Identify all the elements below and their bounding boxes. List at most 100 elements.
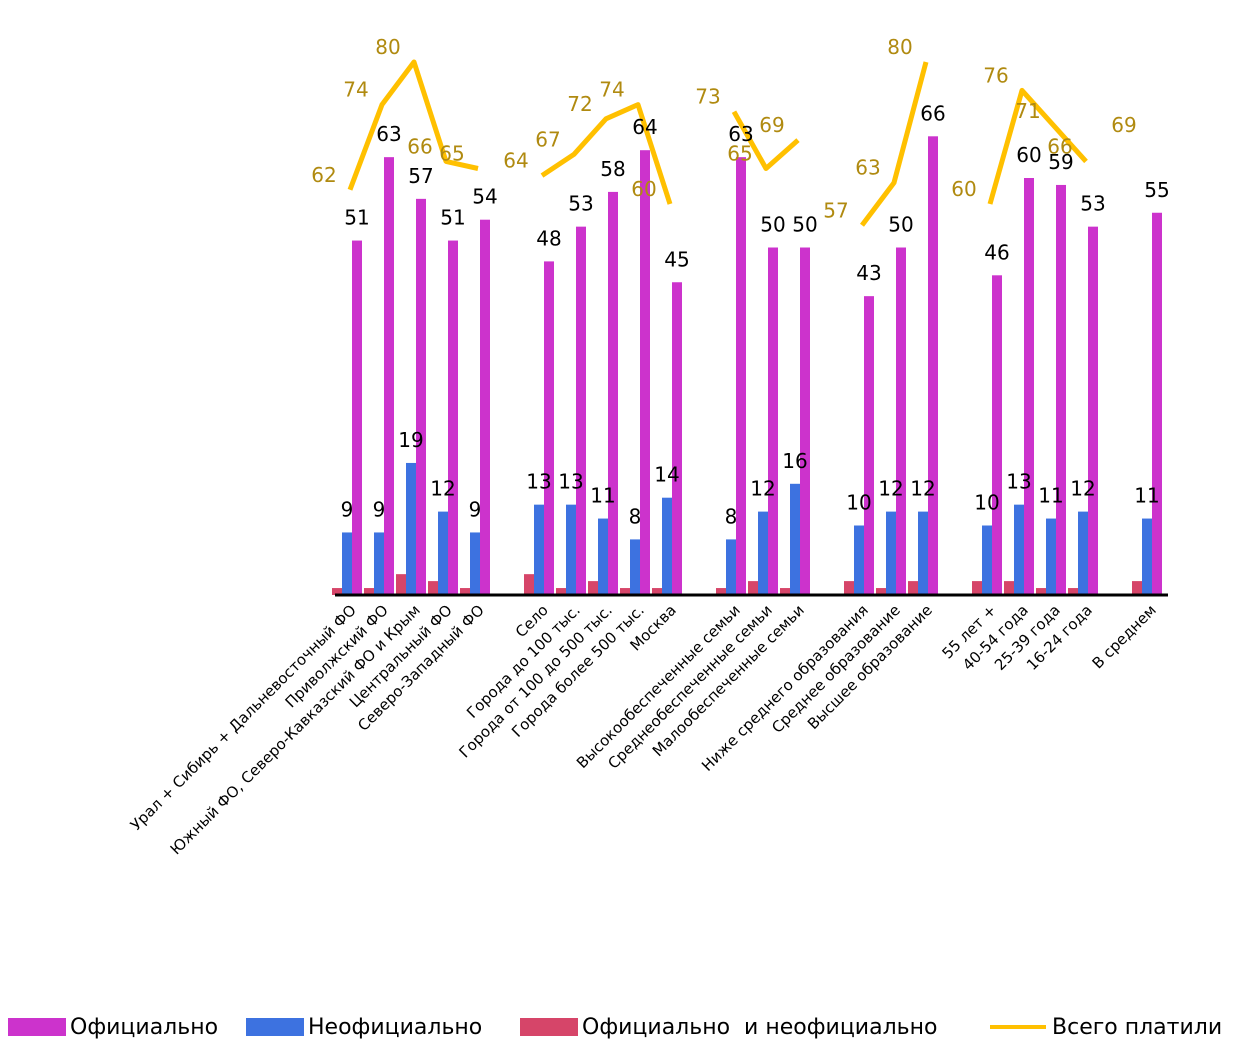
unofficial-bar xyxy=(662,497,672,595)
unofficial-bar xyxy=(854,525,864,595)
total-value-label: 76 xyxy=(983,63,1008,87)
total-value-label: 64 xyxy=(503,149,528,173)
legend-swatch-both xyxy=(520,1018,578,1036)
official-bar xyxy=(448,240,458,596)
both-bar xyxy=(972,581,982,595)
official-value-label: 55 xyxy=(1144,178,1169,202)
unofficial-bar xyxy=(566,504,576,595)
total-line-segment xyxy=(731,110,800,171)
official-bar xyxy=(544,261,554,595)
official-bar xyxy=(896,247,906,595)
x-tick-label: Высшее образование xyxy=(804,601,936,733)
total-line-segment xyxy=(860,61,929,227)
total-value-label: 73 xyxy=(695,85,720,109)
total-value-label: 67 xyxy=(535,127,560,151)
legend-swatch-total xyxy=(990,1025,1046,1029)
official-bar xyxy=(608,191,618,595)
unofficial-value-label: 14 xyxy=(654,463,679,487)
unofficial-value-label: 9 xyxy=(373,497,386,521)
official-bar xyxy=(416,198,426,595)
unofficial-value-label: 8 xyxy=(725,504,738,528)
official-value-label: 50 xyxy=(888,213,913,237)
official-bar xyxy=(352,240,362,596)
official-value-label: 48 xyxy=(536,226,561,250)
unofficial-bar xyxy=(470,532,480,595)
unofficial-value-label: 9 xyxy=(469,497,482,521)
official-bar xyxy=(672,282,682,595)
total-line-segment xyxy=(987,87,1088,205)
official-bar xyxy=(1024,178,1034,595)
unofficial-bar xyxy=(630,539,640,595)
official-bar xyxy=(768,247,778,595)
both-bar xyxy=(1004,581,1014,595)
official-value-label: 60 xyxy=(1016,143,1041,167)
unofficial-bar xyxy=(790,483,800,595)
x-tick-labels: Урал + Сибирь + Дальневосточный ФОПривол… xyxy=(127,601,1160,858)
unofficial-value-label: 12 xyxy=(878,477,903,501)
unofficial-bar xyxy=(726,539,736,595)
unofficial-value-label: 9 xyxy=(341,497,354,521)
official-value-label: 66 xyxy=(920,101,945,125)
official-value-label: 63 xyxy=(376,122,401,146)
official-bar xyxy=(864,296,874,595)
official-value-label: 59 xyxy=(1048,150,1073,174)
legend-label-total: Всего платили xyxy=(1052,1014,1223,1040)
unofficial-value-label: 13 xyxy=(1006,470,1031,494)
unofficial-bar xyxy=(886,511,896,595)
both-bar xyxy=(716,588,726,595)
bars-layer xyxy=(332,136,1162,596)
legend-item-official: Официально xyxy=(8,1012,218,1042)
both-bar xyxy=(332,588,342,595)
total-value-label: 57 xyxy=(823,198,848,222)
total-line-layer xyxy=(347,59,1088,227)
unofficial-value-label: 11 xyxy=(590,484,615,508)
official-value-label: 53 xyxy=(568,192,593,216)
total-value-label: 60 xyxy=(951,177,976,201)
official-value-label: 58 xyxy=(600,157,625,181)
legend-item-unofficial: Неофициально xyxy=(246,1012,482,1042)
official-value-label: 51 xyxy=(440,206,465,230)
unofficial-value-label: 12 xyxy=(910,477,935,501)
both-bar xyxy=(1036,588,1046,595)
total-value-label: 71 xyxy=(1015,99,1040,123)
both-bar xyxy=(588,581,598,595)
unofficial-bar xyxy=(342,532,352,595)
both-bar xyxy=(780,588,790,595)
legend-item-both: Официально и неофициально xyxy=(520,1012,937,1042)
legend-label-both: Официально и неофициально xyxy=(582,1014,938,1040)
x-tick-label: В среднем xyxy=(1089,601,1160,672)
official-bar xyxy=(1056,184,1066,595)
unofficial-value-label: 13 xyxy=(526,470,551,494)
official-bar xyxy=(640,150,650,595)
total-value-label: 65 xyxy=(439,142,464,166)
official-bar xyxy=(1152,212,1162,595)
official-bar xyxy=(928,136,938,596)
legend: Официально Неофициально Официально и нео… xyxy=(0,1012,1249,1042)
official-value-label: 46 xyxy=(984,240,1009,264)
unofficial-bar xyxy=(598,518,608,595)
both-bar xyxy=(428,581,438,595)
official-bar xyxy=(800,247,810,595)
unofficial-bar xyxy=(1078,511,1088,595)
both-bar xyxy=(1132,581,1142,595)
total-value-label: 63 xyxy=(855,156,880,180)
total-value-label: 80 xyxy=(375,35,400,59)
unofficial-bar xyxy=(758,511,768,595)
unofficial-value-label: 12 xyxy=(1070,477,1095,501)
total-value-label: 60 xyxy=(631,177,656,201)
total-value-label: 66 xyxy=(1047,134,1072,158)
unofficial-bar xyxy=(1014,504,1024,595)
total-value-label: 69 xyxy=(1111,113,1136,137)
total-value-label: 74 xyxy=(343,78,368,102)
unofficial-value-label: 11 xyxy=(1038,484,1063,508)
official-bar xyxy=(480,219,490,595)
official-value-label: 51 xyxy=(344,206,369,230)
both-bar xyxy=(460,588,470,595)
unofficial-value-label: 11 xyxy=(1134,484,1159,508)
total-value-label: 72 xyxy=(567,92,592,116)
both-bar xyxy=(748,581,758,595)
unofficial-bar xyxy=(406,462,416,595)
official-value-label: 50 xyxy=(792,213,817,237)
both-bar xyxy=(524,574,534,595)
official-value-label: 63 xyxy=(728,122,753,146)
